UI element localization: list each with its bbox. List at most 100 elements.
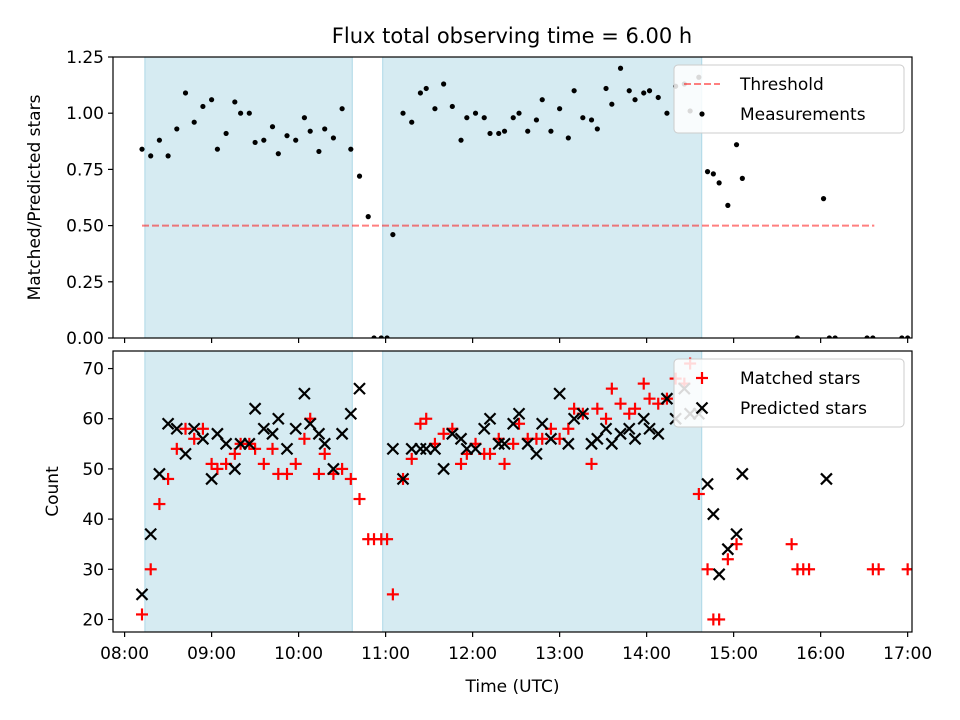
matched-star-point — [637, 377, 650, 390]
measurement-point — [710, 171, 716, 177]
measurement-point — [739, 175, 745, 181]
predicted-star-point — [153, 467, 166, 481]
predicted-star-point — [170, 422, 184, 436]
predicted-star-point — [243, 437, 256, 451]
matched-star-point — [312, 467, 325, 480]
measurement-point — [918, 335, 923, 340]
shaded-interval — [382, 57, 703, 338]
legend-label: Threshold — [739, 75, 824, 95]
measurement-point — [307, 128, 313, 134]
measurement-point — [322, 126, 328, 132]
measurement-point — [525, 128, 531, 134]
legend-box — [673, 358, 905, 428]
y-tick-label: 0.00 — [66, 329, 104, 349]
predicted-star-point — [730, 527, 743, 541]
top-panel: 0.00 0.25 0.50 0.75 1.00 1.25 Matched/Predicte… — [25, 48, 942, 349]
matched-star-point — [629, 402, 642, 415]
predicted-star-point — [637, 412, 651, 426]
matched-star-point — [188, 432, 201, 445]
predicted-star-point — [312, 427, 326, 441]
predicted-star-point — [248, 402, 262, 415]
predicted-star-point — [179, 447, 192, 461]
matched-star-point — [513, 417, 526, 430]
matched-star-point — [713, 613, 726, 626]
matched-star-point — [536, 432, 549, 445]
measurement-point — [609, 101, 615, 107]
matched-star-point — [498, 457, 511, 470]
measurement-point — [214, 146, 221, 152]
matched-star-point — [507, 437, 520, 450]
measurement-point — [356, 173, 363, 179]
predicted-star-point — [196, 432, 210, 446]
matched-star-point — [257, 457, 270, 470]
matched-star-point — [144, 563, 157, 576]
matched-star-point — [336, 462, 349, 475]
measurement-point — [937, 335, 942, 340]
measurement-point — [246, 110, 252, 116]
legend-measurement-swatch — [699, 111, 705, 117]
measurement-point — [571, 88, 577, 94]
measurement-point — [316, 148, 322, 155]
matched-star-point — [919, 563, 931, 575]
predicted-star-point — [266, 427, 279, 441]
matched-star-point — [643, 392, 656, 405]
legend-label: Measurements — [740, 105, 866, 125]
measurement-point — [417, 90, 424, 96]
measurement-point — [539, 97, 545, 103]
matched-star-point — [605, 382, 618, 395]
matched-star-point — [455, 457, 468, 470]
measurement-point — [348, 146, 354, 152]
predicted-star-point — [530, 447, 543, 461]
matched-star-point — [344, 472, 357, 485]
matched-star-point — [803, 563, 816, 576]
y-tick-label: 30 — [82, 560, 104, 580]
measurement-point — [580, 115, 586, 121]
matched-star-point — [936, 563, 948, 575]
measurement-point — [501, 128, 508, 134]
axes-frame — [112, 350, 913, 633]
predicted-star-point — [712, 568, 726, 581]
y-tick-label: 40 — [82, 510, 104, 530]
predicted-star-point — [544, 432, 558, 446]
plot-area — [139, 57, 942, 340]
predicted-star-point — [219, 437, 233, 451]
matched-star-point — [420, 412, 433, 425]
measurement-point — [339, 106, 345, 112]
predicted-star-point — [161, 417, 175, 431]
y-tick-label: 60 — [82, 410, 104, 430]
measurement-point — [174, 126, 180, 132]
matched-star-point — [600, 412, 613, 425]
measurement-point — [516, 110, 522, 116]
matched-star-point — [925, 563, 937, 575]
predicted-star-point — [298, 387, 311, 400]
matched-star-point — [872, 563, 885, 576]
predicted-star-point — [483, 412, 497, 426]
predicted-star-point — [498, 437, 511, 451]
measurement-point — [655, 94, 661, 101]
measurement-point — [432, 106, 438, 112]
matched-star-point — [405, 452, 418, 465]
matched-star-point — [931, 563, 943, 575]
predicted-star-point — [228, 462, 242, 476]
measurement-point — [441, 81, 447, 87]
x-axis-label: Time (UTC) — [465, 677, 560, 697]
predicted-star-point — [521, 437, 535, 451]
legend-predicted-swatch — [695, 401, 709, 415]
predicted-star-point — [591, 432, 604, 446]
predicted-star-point — [628, 432, 642, 446]
predicted-star-point — [428, 442, 442, 456]
predicted-star-point — [144, 527, 157, 541]
measurement-point — [548, 128, 554, 134]
y-axis-label: Count — [43, 466, 63, 517]
predicted-star-point — [599, 422, 613, 436]
measurement-point — [733, 142, 740, 148]
predicted-star-point — [535, 417, 549, 431]
predicted-star-point — [622, 422, 636, 436]
measurement-point — [496, 130, 502, 137]
predicted-star-point — [820, 472, 833, 486]
measurement-point — [200, 103, 206, 110]
measurement-point — [588, 117, 595, 123]
measurement-point — [826, 335, 832, 338]
measurement-point — [820, 196, 827, 202]
measurement-point — [472, 110, 479, 116]
